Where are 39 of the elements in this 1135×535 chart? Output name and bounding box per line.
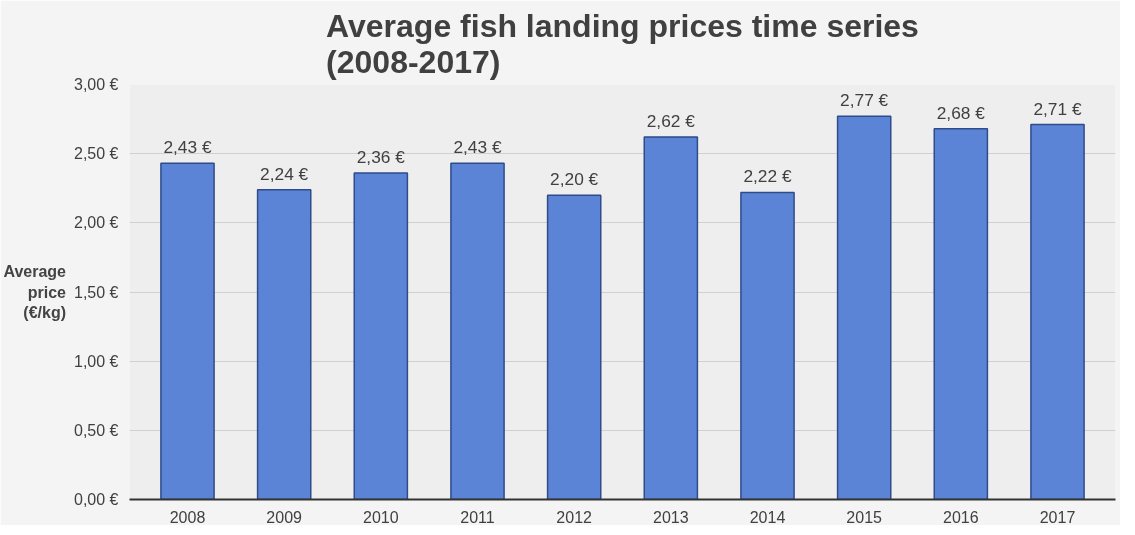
chart-title: Average fish landing prices time series (2008-2017) — [326, 7, 919, 80]
y-tick-label: 2,50 € — [74, 145, 119, 163]
data-label: 2,43 € — [163, 137, 212, 158]
bar — [1030, 123, 1085, 500]
bar — [353, 172, 409, 500]
y-tick-label: 1,50 € — [74, 283, 119, 301]
data-label: 2,24 € — [260, 163, 309, 184]
data-label: 2,71 € — [1033, 98, 1082, 119]
data-label: 2,77 € — [840, 90, 889, 111]
y-tick-label: 0,00 € — [74, 491, 119, 508]
data-label: 2,43 € — [453, 137, 502, 158]
x-tick-label: 2016 — [943, 508, 979, 526]
x-tick-label: 2013 — [653, 508, 689, 526]
x-tick-label: 2009 — [266, 508, 303, 526]
y-tick-label: 0,50 € — [74, 421, 119, 439]
bar — [160, 162, 215, 500]
bar — [933, 128, 989, 500]
bar — [740, 191, 795, 500]
x-tick-label: 2017 — [1039, 508, 1076, 526]
x-tick-label: 2010 — [363, 508, 399, 526]
y-tick-label: 1,00 € — [74, 352, 119, 370]
x-tick-label: 2015 — [846, 508, 883, 526]
data-label: 2,62 € — [646, 111, 696, 132]
bar — [643, 136, 699, 500]
y-axis-title: Average price (€/kg) — [3, 263, 67, 321]
y-tick-label: 3,00 € — [74, 76, 119, 93]
data-label: 2,36 € — [356, 147, 406, 168]
y-tick-label: 2,00 € — [74, 214, 119, 232]
x-tick-label: 2011 — [460, 508, 495, 526]
bar — [836, 115, 892, 500]
data-label: 2,20 € — [550, 169, 599, 190]
data-label: 2,68 € — [936, 102, 986, 123]
data-label: 2,22 € — [743, 166, 792, 187]
x-tick-label: 2014 — [749, 508, 786, 526]
bar — [256, 188, 312, 500]
x-tick-label: 2008 — [169, 508, 206, 526]
bar — [546, 194, 602, 500]
x-tick-label: 2012 — [556, 508, 593, 526]
bar — [450, 162, 505, 500]
